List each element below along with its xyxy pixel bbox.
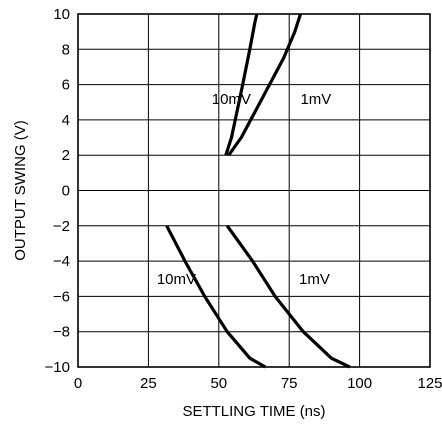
y-axis-title: OUTPUT SWING (V) (12, 120, 29, 261)
y-tick-label: 2 (62, 147, 70, 164)
series-line-1mv-3 (225, 224, 351, 369)
curve-label-1mv: 1mV (300, 91, 331, 108)
y-tick-label: 10 (53, 6, 70, 23)
y-tick-label: 6 (62, 77, 70, 94)
curve-label-1mv: 1mV (299, 271, 330, 288)
curve-labels: 10mV 1mV 10mV 1mV (157, 91, 331, 288)
x-tick-label: 0 (74, 375, 82, 392)
series-line-10mv-0 (224, 13, 259, 156)
y-tick-label: −6 (53, 288, 70, 305)
x-axis-ticks: 0 25 50 75 100 125 (74, 375, 442, 392)
x-tick-label: 75 (281, 375, 298, 392)
y-tick-label: −4 (53, 253, 70, 270)
x-tick-label: 25 (140, 375, 157, 392)
grid (77, 13, 431, 368)
y-axis-ticks: 10 8 6 4 2 0 −2 −4 −6 −8 −10 (45, 6, 70, 376)
y-tick-label: −10 (45, 359, 70, 376)
x-tick-label: 50 (210, 375, 227, 392)
series-line-10mv-2 (165, 225, 267, 369)
curves (165, 13, 351, 369)
curve-label-10mv: 10mV (212, 91, 251, 108)
y-tick-label: 4 (62, 112, 70, 129)
y-tick-label: −8 (53, 324, 70, 341)
x-axis-title: SETTLING TIME (ns) (182, 403, 325, 420)
x-tick-label: 100 (347, 375, 372, 392)
x-tick-label: 125 (417, 375, 442, 392)
curve-label-10mv: 10mV (157, 271, 196, 288)
y-tick-label: 8 (62, 41, 70, 58)
plot-frame (77, 13, 431, 368)
y-tick-label: −2 (53, 218, 70, 235)
y-tick-label: 0 (62, 183, 70, 200)
series-line-1mv-1 (227, 13, 303, 157)
